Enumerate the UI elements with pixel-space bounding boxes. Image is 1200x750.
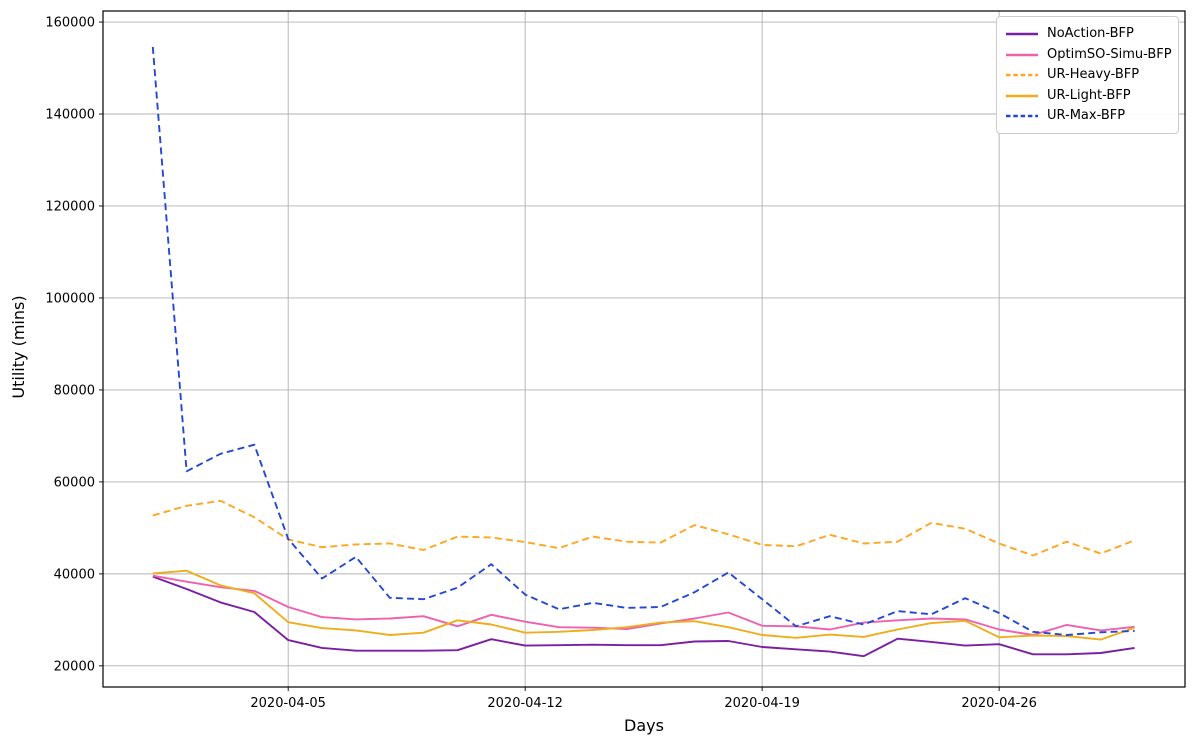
- x-tick-label: 2020-04-12: [487, 696, 563, 711]
- legend-item-UR-Light-BFP: UR-Light-BFP: [1006, 86, 1169, 106]
- legend-item-UR-Max-BFP: UR-Max-BFP: [1006, 106, 1169, 126]
- x-tick-label: 2020-04-26: [961, 696, 1037, 711]
- x-tick-label: 2020-04-19: [724, 696, 800, 711]
- x-axis-label: Days: [624, 716, 664, 735]
- legend-line-swatch: [1006, 32, 1038, 36]
- y-tick-label: 140000: [45, 108, 95, 123]
- y-tick-label: 160000: [45, 16, 95, 31]
- series-line-UR-Heavy-BFP: [152, 499, 1135, 557]
- y-tick-label: 100000: [45, 291, 95, 306]
- series-line-UR-Light-BFP: [152, 569, 1135, 641]
- legend-label: UR-Max-BFP: [1047, 108, 1126, 123]
- legend-label: UR-Heavy-BFP: [1047, 67, 1140, 82]
- y-tick-label: 60000: [54, 475, 95, 490]
- axis-layer: 20000 40000 60000 80000 100000 120000 140000 16…: [45, 10, 1186, 711]
- series-line-NoAction-BFP: [152, 575, 1135, 658]
- x-tick-label: 2020-04-05: [250, 696, 326, 711]
- legend-label: NoAction-BFP: [1047, 26, 1134, 41]
- legend-line-swatch: [1006, 73, 1038, 77]
- y-tick-label: 80000: [54, 383, 95, 398]
- legend: NoAction-BFP OptimSO-Simu-BFP UR-Heavy-BFP…: [996, 16, 1179, 134]
- legend-line-swatch: [1006, 114, 1038, 118]
- legend-item-NoAction-BFP: NoAction-BFP: [1006, 24, 1169, 44]
- series-line-OptimSO-Simu-BFP: [152, 574, 1135, 636]
- legend-line-swatch: [1006, 53, 1038, 56]
- legend-item-UR-Heavy-BFP: UR-Heavy-BFP: [1006, 65, 1169, 85]
- y-tick-label: 20000: [54, 659, 95, 674]
- legend-label: OptimSO-Simu-BFP: [1047, 46, 1172, 62]
- y-axis-label: Utility (mins): [9, 295, 28, 398]
- plot-border: [102, 10, 1186, 688]
- series-line-UR-Max-BFP: [151, 46, 1135, 636]
- legend-label: UR-Light-BFP: [1047, 87, 1131, 103]
- y-tick-label: 120000: [45, 199, 95, 214]
- legend-item-OptimSO-Simu-BFP: OptimSO-Simu-BFP: [1006, 45, 1172, 65]
- series-layer: [151, 46, 1135, 658]
- y-tick-label: 40000: [54, 567, 95, 582]
- legend-line-swatch: [1006, 94, 1038, 97]
